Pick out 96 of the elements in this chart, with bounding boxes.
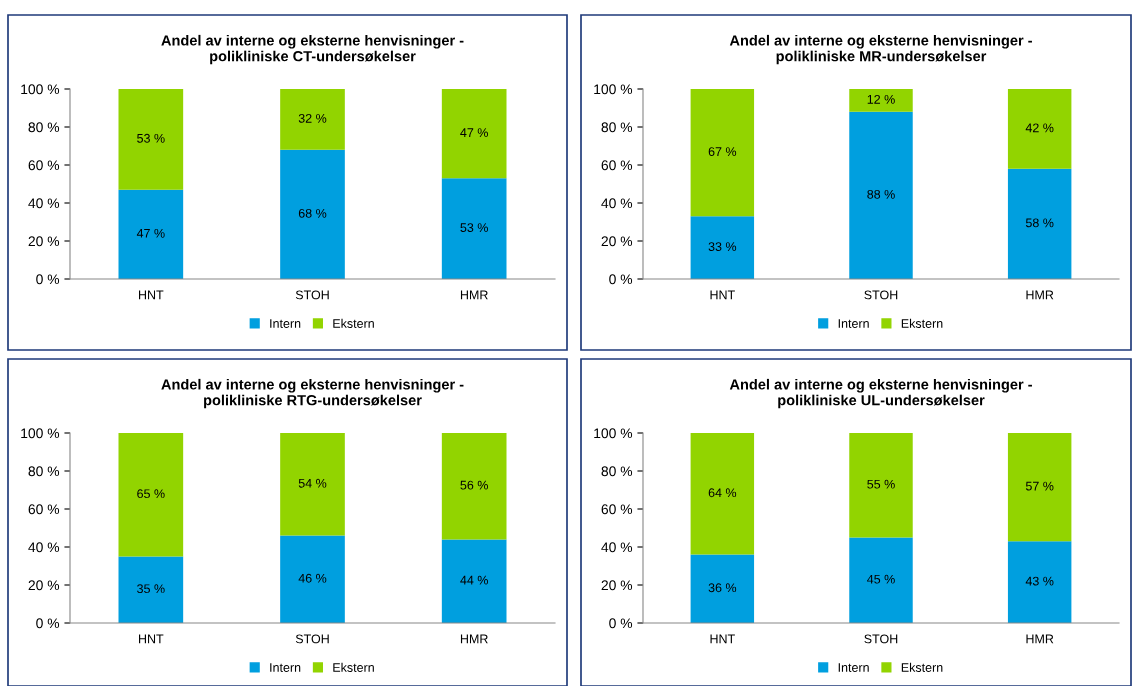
x-tick-label: STOH [295,634,329,644]
bar [118,189,184,279]
y-tick-label: 60 % [28,160,60,171]
y-tick-label: 100 % [594,428,633,439]
bar [849,433,913,538]
y-tick-label: 40 % [601,542,633,553]
y-tick-label: 20 % [601,580,633,591]
legend-label: Intern [270,663,301,672]
x-tick-label: HNT [710,290,735,300]
bar [280,89,345,150]
data-label: 36 % [708,583,737,593]
data-label: 53 % [460,223,488,233]
data-label: 67 % [708,147,737,157]
bar [118,433,184,557]
data-label: 33 % [708,242,737,252]
y-tick-label: 20 % [28,236,60,247]
chart-title: Andel av interne og eksterne henvisninger - polikliniske UL-undersøkelser [729,378,1032,409]
data-label: 32 % [298,113,327,123]
legend-label: Ekstern [901,662,943,672]
legend-label: Intern [838,663,869,672]
bar [1007,433,1072,542]
legend-label: Ekstern [901,318,943,328]
x-tick-label: STOH [864,290,898,300]
data-label: 56 % [460,480,488,490]
bar [118,556,184,623]
y-tick-label: 20 % [601,236,633,247]
x-tick-label: STOH [864,634,898,644]
bar [690,89,755,217]
legend-label: Intern [270,319,301,328]
bar [1007,89,1072,169]
y-tick-label: 80 % [28,122,60,133]
bar [849,89,913,112]
data-label: 12 % [867,94,895,104]
y-tick-label: 100 % [21,428,60,439]
y-tick-label: 40 % [28,198,60,209]
y-tick-label: 0 % [36,274,60,285]
bar [1007,168,1072,279]
x-tick-label: STOH [295,290,329,300]
bar [118,89,184,190]
bar [690,554,755,623]
bar [441,178,507,279]
bar [849,111,913,279]
y-tick-label: 80 % [601,122,633,133]
y-tick-label: 100 % [21,84,60,95]
bar [441,433,507,540]
bar [280,149,345,279]
data-label: 58 % [1025,218,1054,228]
x-tick-label: HMR [460,290,488,300]
y-tick-label: 80 % [601,466,633,477]
x-tick-label: HNT [139,290,164,300]
y-tick-label: 0 % [36,618,60,629]
bar [441,89,507,179]
data-label: 44 % [460,575,488,585]
bar [280,433,345,536]
data-label: 55 % [867,479,895,489]
x-tick-label: HNT [139,634,164,644]
bar [690,216,755,279]
y-tick-label: 60 % [601,504,633,515]
bar [849,537,913,623]
data-label: 88 % [867,189,895,199]
y-tick-label: 60 % [601,160,633,171]
chart-title: Andel av interne og eksterne henvisninger - polikliniske RTG-undersøkelser [161,378,464,409]
data-label: 64 % [708,488,737,498]
x-tick-label: HMR [1026,634,1054,644]
data-label: 35 % [137,584,165,594]
bar [690,433,755,555]
y-tick-label: 0 % [609,274,633,285]
data-label: 43 % [1025,576,1054,586]
data-label: 54 % [298,478,327,488]
legend-label: Ekstern [333,662,374,672]
legend-label: Intern [838,319,869,328]
y-tick-label: 40 % [28,542,60,553]
data-label: 65 % [137,489,165,499]
data-label: 47 % [460,128,488,137]
data-label: 53 % [137,133,165,143]
chart-title: Andel av interne og eksterne henvisninger - polikliniske MR-undersøkelser [729,34,1032,65]
data-label: 42 % [1025,123,1054,133]
y-tick-label: 80 % [28,466,60,477]
y-tick-label: 0 % [609,618,633,629]
data-label: 46 % [298,573,327,583]
y-tick-label: 40 % [601,198,633,209]
y-tick-label: 100 % [594,84,633,95]
x-tick-label: HMR [460,634,488,644]
legend-label: Ekstern [333,318,374,328]
data-label: 45 % [867,574,895,584]
x-tick-label: HMR [1026,290,1054,300]
bar [1007,541,1072,623]
y-tick-label: 60 % [28,504,60,515]
data-label: 57 % [1025,481,1054,491]
bar [280,535,345,623]
y-tick-label: 20 % [28,580,60,591]
bar [441,539,507,623]
chart-title: Andel av interne og eksterne henvisninger - polikliniske CT-undersøkelser [161,34,464,65]
data-label: 68 % [298,208,327,218]
x-tick-label: HNT [710,634,735,644]
data-label: 47 % [136,228,165,238]
